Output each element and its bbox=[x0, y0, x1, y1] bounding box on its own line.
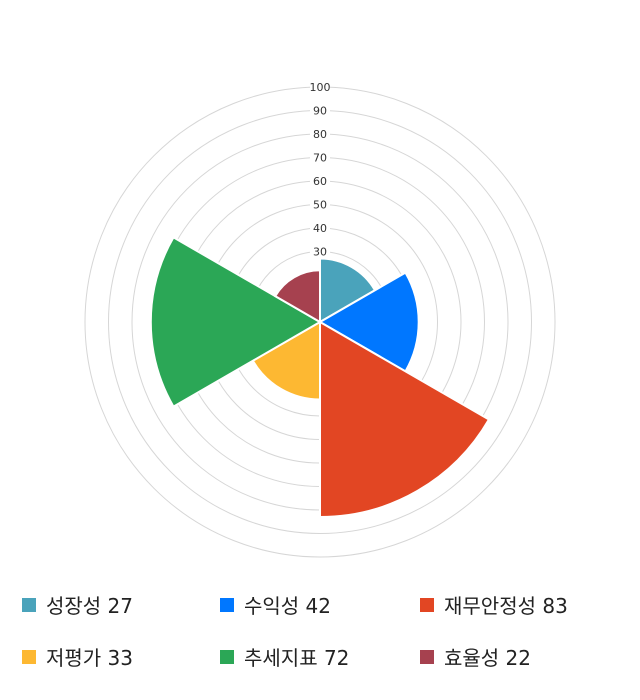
legend-swatch bbox=[420, 649, 434, 664]
polar-segment-4 bbox=[251, 320, 321, 401]
legend-swatch bbox=[220, 597, 234, 612]
tick-label: 80 bbox=[313, 128, 327, 141]
polar-segment-5 bbox=[149, 236, 322, 408]
polar-segment-3 bbox=[319, 320, 491, 519]
tick-label-bg bbox=[310, 198, 330, 210]
tick-label-bg bbox=[310, 222, 330, 233]
polar-area-chart: 30 40 50 60 70 80 90 100 bbox=[84, 81, 556, 558]
polar-segment-6 bbox=[273, 269, 321, 324]
tick-label: 30 bbox=[313, 246, 327, 259]
legend-item-valuation[interactable]: 저평가 33 bbox=[22, 642, 133, 671]
legend-item-trend[interactable]: 추세지표 72 bbox=[220, 642, 349, 671]
tick-label-bg bbox=[310, 175, 330, 186]
legend-label: 효율성 22 bbox=[444, 646, 532, 670]
legend-swatch bbox=[420, 597, 434, 612]
tick-label: 60 bbox=[313, 175, 327, 188]
legend-label: 저평가 33 bbox=[46, 646, 134, 670]
legend-label: 재무안정성 83 bbox=[444, 594, 568, 618]
tick-label: 90 bbox=[313, 105, 327, 118]
tick-label-bg bbox=[310, 104, 330, 116]
tick-label: 100 bbox=[310, 81, 331, 94]
tick-label: 40 bbox=[313, 222, 327, 235]
tick-label: 50 bbox=[313, 199, 327, 212]
tick-label-bg bbox=[310, 81, 330, 92]
legend-swatch bbox=[22, 649, 36, 664]
tick-label-bg bbox=[310, 151, 330, 163]
legend-label: 수익성 42 bbox=[244, 594, 332, 618]
legend-swatch bbox=[22, 597, 36, 612]
polar-segment-1 bbox=[319, 257, 377, 324]
legend-item-efficiency[interactable]: 효율성 22 bbox=[420, 642, 531, 671]
tick-label: 70 bbox=[313, 152, 327, 165]
polar-segment-2 bbox=[317, 271, 420, 373]
legend-item-profitability[interactable]: 수익성 42 bbox=[220, 590, 331, 619]
legend-item-growth[interactable]: 성장성 27 bbox=[22, 590, 133, 619]
tick-label-bg bbox=[310, 245, 330, 257]
legend-label: 추세지표 72 bbox=[244, 646, 350, 670]
legend-item-stability[interactable]: 재무안정성 83 bbox=[420, 590, 568, 619]
tick-label-bg bbox=[310, 128, 330, 139]
legend-swatch bbox=[220, 649, 234, 664]
legend-label: 성장성 27 bbox=[46, 594, 134, 618]
